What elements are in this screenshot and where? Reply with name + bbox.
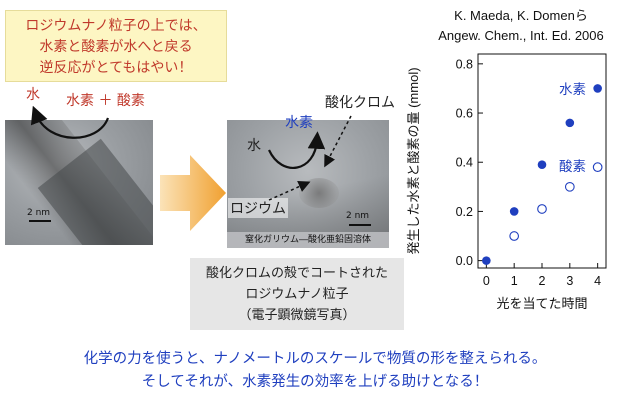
annotation-arrows-right — [268, 115, 352, 201]
label-water-right: 水 — [247, 138, 261, 154]
gas-evolution-chart: 0.0 0.2 0.4 0.6 0.8 0 1 2 3 4 水素 酸素 発生した水素と酸素の量 … — [406, 53, 607, 311]
hydrogen-data-point — [509, 207, 519, 216]
tem-caption-line-3: （電子顕微鏡写真） — [238, 308, 356, 323]
label-reactants: 水素 ＋ 酸素 — [66, 93, 145, 109]
transition-arrow — [160, 155, 226, 231]
citation-journal: Angew. Chem., Int. Ed. 2006 — [438, 28, 604, 43]
oxygen-data-point — [509, 231, 520, 241]
hydrogen-data-point — [537, 160, 547, 169]
reaction-arrow-left — [30, 105, 110, 139]
label-water-left: 水 — [26, 87, 40, 103]
callout-box: ロジウムナノ粒子の上では、 水素と酸素が水へと戻る 逆反応がとてもはやい！ — [5, 10, 227, 82]
callout-line-1: ロジウムナノ粒子の上では、 — [25, 18, 207, 34]
bottom-line-1: 化学の力を使うと、ナノメートルのスケールで物質の形を整えられる。 — [83, 351, 547, 367]
series-label-oxygen: 酸素 — [559, 159, 586, 174]
oxygen-data-point — [564, 181, 575, 192]
citation-authors: K. Maeda, K. Domenら — [454, 8, 588, 23]
y-tick-label: 0.4 — [456, 156, 473, 170]
tem-caption-line-1: 酸化クロムの殻でコートされた — [205, 266, 388, 281]
x-tick-label: 2 — [539, 274, 546, 288]
x-tick-label: 3 — [566, 274, 573, 288]
y-tick-label: 0.2 — [456, 205, 473, 219]
y-tick-label: 0.6 — [456, 107, 473, 121]
label-chromium-oxide: 酸化クロム — [325, 95, 395, 111]
callout-line-2: 水素と酸素が水へと戻る — [39, 39, 193, 55]
oxygen-data-point — [537, 204, 547, 214]
y-axis-label: 発生した水素と酸素の量 (mmol) — [406, 67, 421, 254]
hydrogen-data-point — [593, 84, 602, 93]
series-label-hydrogen: 水素 — [559, 82, 586, 97]
x-tick-label: 0 — [483, 274, 490, 288]
tem-caption-line-2: ロジウムナノ粒子 — [245, 287, 349, 302]
citation: K. Maeda, K. Domenら Angew. Chem., Int. E… — [418, 6, 624, 46]
y-tick-label: 0.0 — [456, 254, 473, 268]
substrate-label: 窒化ガリウム―酸化亜鉛固溶体 — [227, 232, 389, 248]
x-tick-label: 1 — [511, 274, 518, 288]
bottom-line-2: そしてそれが、水素発生の効率を上げる助けとなる！ — [141, 374, 489, 390]
scale-bar-left — [29, 220, 51, 222]
scale-label-left: 2 nm — [27, 208, 51, 218]
label-hydrogen-right: 水素 — [285, 115, 313, 131]
scale-label-right: 2 nm — [346, 211, 370, 221]
x-tick-label: 4 — [594, 274, 601, 288]
tem-image-left: 2 nm — [5, 120, 153, 245]
callout-line-3: 逆反応がとてもはやい！ — [39, 60, 193, 76]
y-tick-label: 0.8 — [456, 57, 473, 71]
oxygen-data-point — [592, 162, 603, 172]
tem-caption-box: 酸化クロムの殻でコートされた ロジウムナノ粒子 （電子顕微鏡写真） — [190, 258, 404, 330]
bottom-message: 化学の力を使うと、ナノメートルのスケールで物質の形を整えられる。 そしてそれが、… — [0, 348, 630, 394]
x-axis-label: 光を当てた時間 — [496, 296, 587, 311]
label-rhodium: ロジウム — [228, 198, 288, 218]
hydrogen-data-point — [565, 118, 575, 128]
scale-bar-right — [349, 224, 371, 226]
hydrogen-data-point — [482, 256, 491, 265]
